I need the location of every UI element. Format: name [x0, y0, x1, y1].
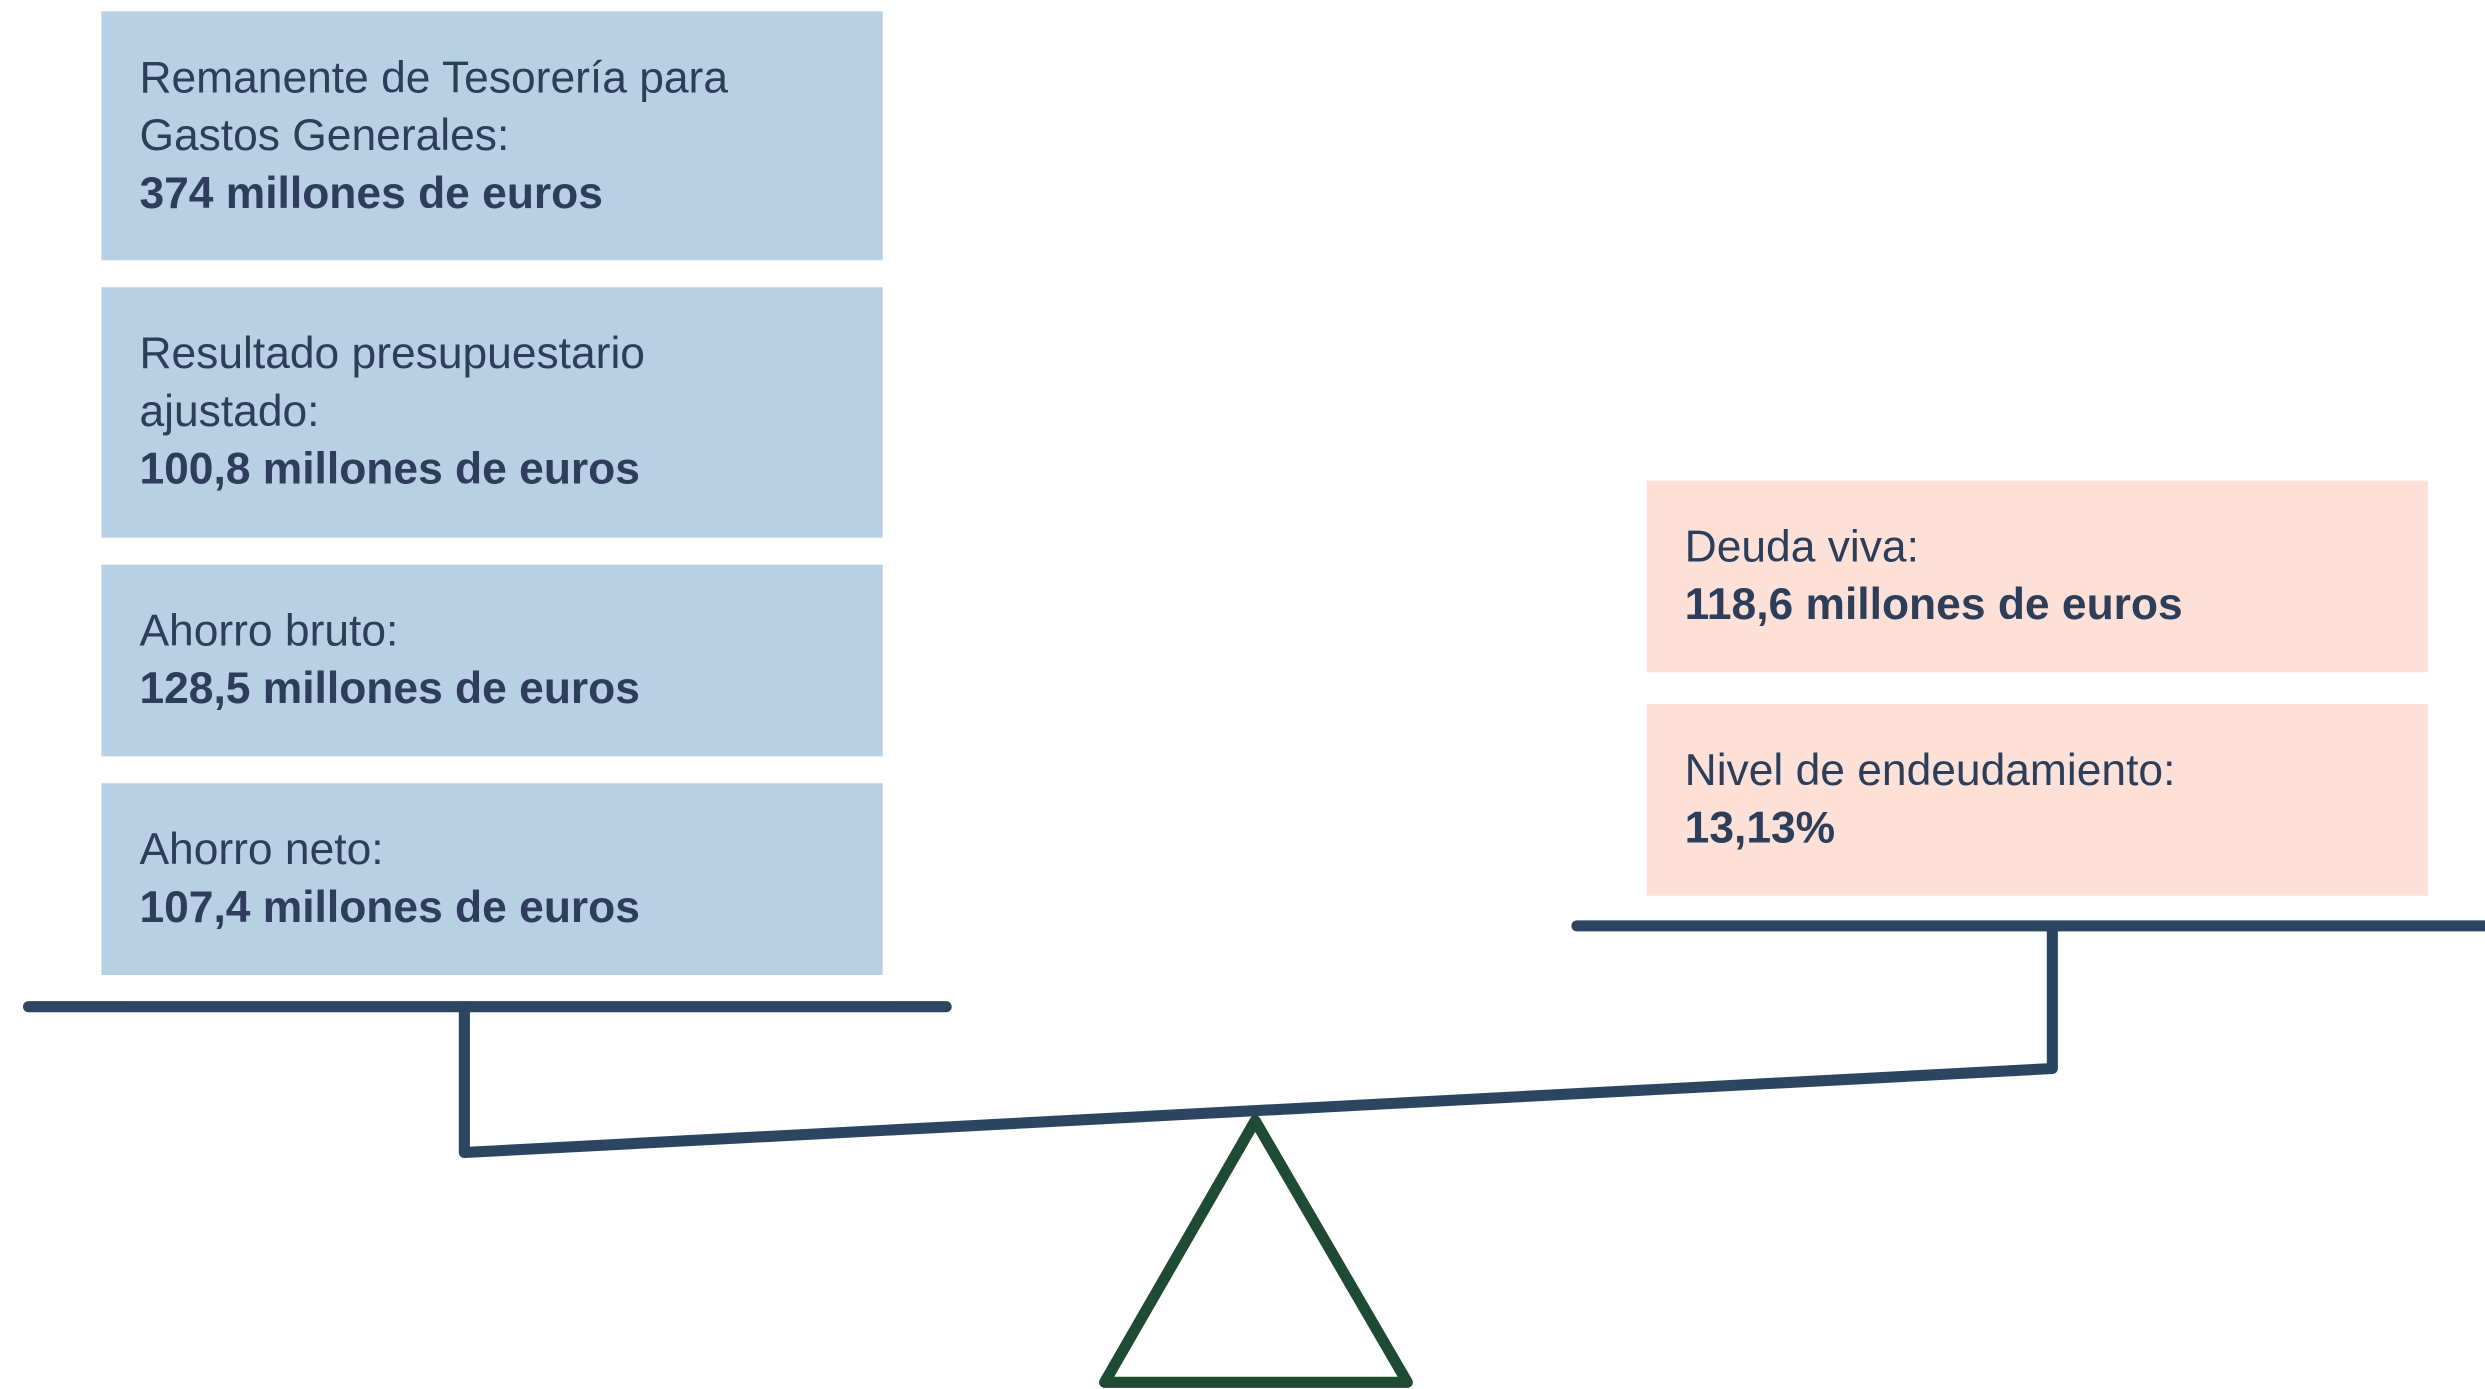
info-box	[101, 11, 883, 261]
info-box	[1646, 704, 2428, 896]
fulcrum	[1099, 1115, 1413, 1388]
box-value: 374 millones de euros	[139, 169, 603, 218]
box-label: Deuda viva:	[1685, 522, 1919, 571]
box-value: 118,6 millones de euros	[1685, 580, 2183, 629]
box-value: 100,8 millones de euros	[139, 445, 640, 494]
box-value: 107,4 millones de euros	[139, 883, 640, 932]
box-label: Gastos Generales:	[139, 111, 509, 160]
boxes: Remanente de Tesorería para Gastos Genera…	[101, 11, 2428, 976]
box-label: Remanente de Tesorería para	[139, 53, 728, 102]
info-box	[101, 783, 883, 976]
box-label: Ahorro neto:	[139, 825, 383, 874]
balance-scale	[22, 920, 2485, 1159]
box-value: 13,13%	[1685, 804, 1835, 853]
info-box	[1646, 480, 2428, 673]
beam	[458, 920, 2058, 1159]
box-label: ajustado:	[139, 387, 319, 436]
box-label: Nivel de endeudamiento:	[1685, 746, 2176, 795]
info-box	[101, 564, 883, 757]
info-box	[101, 287, 883, 538]
box-label: Ahorro bruto:	[139, 606, 398, 655]
box-label: Resultado presupuestario	[139, 329, 645, 378]
box-value: 128,5 millones de euros	[139, 664, 640, 713]
